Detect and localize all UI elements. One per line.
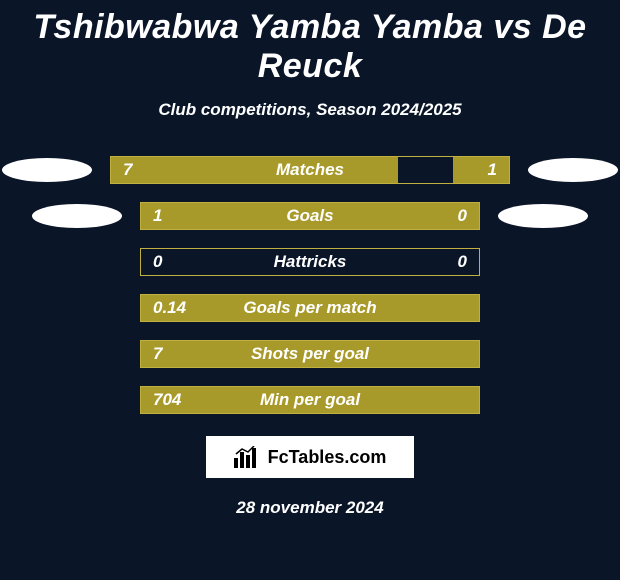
logo-box: FcTables.com <box>206 436 415 478</box>
stat-label: Min per goal <box>141 390 479 410</box>
stat-row: 0.14Goals per match <box>0 294 620 322</box>
stat-bar: 0.14Goals per match <box>140 294 480 322</box>
player-marker-right <box>498 204 588 228</box>
stat-row: 1Goals0 <box>0 202 620 230</box>
stat-label: Shots per goal <box>141 344 479 364</box>
page-title: Tshibwabwa Yamba Yamba vs De Reuck <box>0 8 620 86</box>
infographic-container: Tshibwabwa Yamba Yamba vs De Reuck Club … <box>0 0 620 580</box>
player-marker-left <box>32 204 122 228</box>
stat-row: 704Min per goal <box>0 386 620 414</box>
stat-bar: 704Min per goal <box>140 386 480 414</box>
stat-row: 7Matches1 <box>0 156 620 184</box>
stat-label: Goals per match <box>141 298 479 318</box>
stat-bar: 7Shots per goal <box>140 340 480 368</box>
subtitle: Club competitions, Season 2024/2025 <box>158 100 461 120</box>
stat-right-value: 1 <box>488 160 497 180</box>
date-label: 28 november 2024 <box>236 498 383 518</box>
stat-row: 0Hattricks0 <box>0 248 620 276</box>
stat-right-value: 0 <box>458 206 467 226</box>
bar-chart-icon <box>234 446 260 468</box>
stat-label: Goals <box>141 206 479 226</box>
stat-row: 7Shots per goal <box>0 340 620 368</box>
stat-label: Matches <box>111 160 509 180</box>
stats-area: 7Matches11Goals00Hattricks00.14Goals per… <box>0 156 620 414</box>
stat-bar: 0Hattricks0 <box>140 248 480 276</box>
stat-bar: 7Matches1 <box>110 156 510 184</box>
stat-right-value: 0 <box>458 252 467 272</box>
player-marker-left <box>2 158 92 182</box>
stat-label: Hattricks <box>141 252 479 272</box>
logo-text: FcTables.com <box>268 447 387 468</box>
player-marker-right <box>528 158 618 182</box>
stat-bar: 1Goals0 <box>140 202 480 230</box>
